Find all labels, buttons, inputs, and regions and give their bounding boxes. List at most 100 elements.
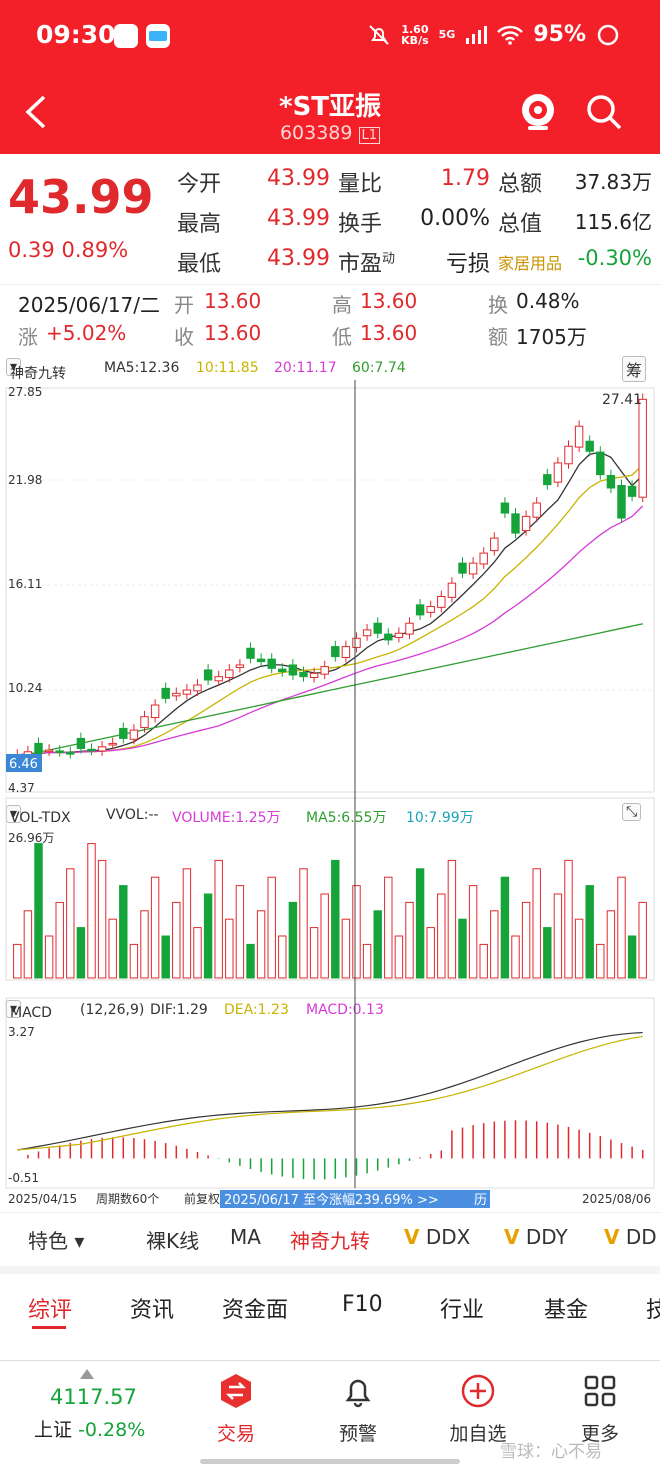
candle-body-15: [172, 692, 181, 697]
low-label: 最低: [177, 252, 222, 277]
dea-line: [17, 1035, 643, 1151]
toolbar-item-dd[interactable]: V DD: [604, 1225, 657, 1249]
back-icon[interactable]: [22, 94, 50, 130]
volume-bar-38: [415, 868, 425, 979]
tab-industry[interactable]: 行业: [440, 1298, 485, 1323]
macd-bars: [27, 1120, 644, 1180]
volume-bar-27: [299, 868, 308, 979]
feature-dropdown[interactable]: 特色 ▾: [28, 1229, 85, 1253]
volume-bar-49: [532, 868, 541, 979]
tab-more[interactable]: 技: [646, 1298, 660, 1323]
candle-body-55: [596, 451, 605, 476]
ma20-line: [17, 505, 644, 756]
kline-chart[interactable]: 27.85 21.98 16.11 10.24 4.37 6.46 27.41 …: [0, 380, 660, 1210]
toolbar-item-ddy[interactable]: V DDY: [504, 1225, 568, 1249]
toolbar-item-ma[interactable]: MA: [230, 1225, 261, 1249]
open-label: 今开: [177, 172, 222, 197]
day-amount-label: 额: [488, 325, 508, 349]
low-value: 43.99: [267, 246, 330, 271]
mascot-icon[interactable]: [518, 90, 558, 132]
volume-bar-21: [235, 885, 245, 979]
toolbar-item-naked-k[interactable]: 裸K线: [146, 1229, 200, 1253]
nav-add-watchlist[interactable]: 加自选: [449, 1423, 507, 1445]
volume-bar-17: [193, 927, 202, 979]
tab-f10[interactable]: F10: [342, 1292, 383, 1317]
candle-body-24: [267, 658, 276, 669]
toolbar-item-nine-turn[interactable]: 神奇九转: [290, 1229, 370, 1253]
tab-overview[interactable]: 综评: [28, 1298, 73, 1323]
nav-trade[interactable]: 交易: [216, 1423, 255, 1445]
open-value: 43.99: [267, 166, 330, 191]
candle-body-58: [627, 485, 637, 497]
net-type: 5G: [438, 28, 456, 41]
candle-body-6: [76, 737, 86, 749]
network-speed: 1.60 KB/s: [401, 22, 429, 47]
pe-label: 市盈动: [338, 251, 396, 277]
day-low-label: 低: [332, 325, 352, 349]
content-tabs: 综评 资讯 资金面 F10 行业 基金 技: [0, 1266, 660, 1330]
vol-indicator-select[interactable]: VOL-TDX ▾: [6, 805, 71, 826]
mute-bell-icon: [369, 24, 389, 45]
volume-bar-28: [309, 927, 319, 979]
panel-border-0: [5, 387, 655, 793]
nav-alert[interactable]: 预警: [338, 1423, 377, 1445]
index-value[interactable]: 4117.57: [50, 1385, 137, 1409]
candle-body-17: [193, 684, 202, 692]
candle-body-44: [479, 552, 488, 565]
volume-bar-47: [511, 935, 520, 979]
trade-icon[interactable]: [218, 1373, 254, 1409]
day-high-label: 高: [332, 293, 352, 317]
index-name[interactable]: 上证 -0.28%: [34, 1419, 146, 1441]
macd-indicator-select[interactable]: MACD ▾: [6, 1000, 52, 1021]
candle-body-29: [320, 666, 329, 675]
gain-banner-bg: [220, 1190, 490, 1208]
candle-body-47: [511, 513, 520, 534]
app-icon-2: [146, 24, 170, 48]
add-watchlist-icon[interactable]: [460, 1373, 496, 1409]
chip-button[interactable]: 筹: [622, 356, 647, 382]
toolbar-item-ddx[interactable]: V DDX: [404, 1225, 471, 1249]
macd-params: (12,26,9): [80, 1002, 145, 1018]
volume-bar-33: [362, 943, 372, 979]
candles: [13, 393, 647, 762]
day-close-label: 收: [174, 325, 194, 349]
tab-capital[interactable]: 资金面: [222, 1298, 289, 1323]
bell-icon[interactable]: [340, 1373, 376, 1409]
candle-body-8: [97, 746, 107, 752]
ma10-legend: 10:11.85: [196, 360, 259, 376]
day-low: 13.60: [360, 321, 418, 345]
high-value: 43.99: [267, 206, 330, 231]
volume-bar-8: [97, 859, 107, 979]
candle-body-21: [235, 664, 245, 668]
sector-name[interactable]: 家居用品: [498, 254, 563, 273]
candle-body-31: [341, 646, 351, 658]
volume-bar-30: [331, 859, 340, 979]
candle-body-38: [415, 604, 425, 616]
volume-bar-7: [87, 843, 96, 979]
nav-more[interactable]: 更多: [580, 1423, 619, 1445]
volume-bar-6: [76, 927, 86, 979]
vol-top-label: 26.96万: [8, 831, 54, 845]
volume-bar-48: [521, 901, 531, 979]
candle-body-2: [34, 742, 43, 754]
tab-news[interactable]: 资讯: [130, 1298, 175, 1323]
gain-banner: 2025/06/17 至今涨幅239.69% >>: [224, 1192, 439, 1208]
current-price: 43.99: [8, 170, 154, 224]
kline-indicator-select[interactable]: 神奇九转 ▾: [6, 358, 66, 382]
candle-body-13: [150, 704, 160, 719]
volume-bar-14: [161, 935, 170, 979]
ma5-line: [17, 451, 644, 756]
dea-legend: DEA:1.23: [224, 1002, 289, 1018]
search-icon[interactable]: [584, 92, 624, 132]
grid-more-icon[interactable]: [582, 1373, 618, 1409]
volume-bar-51: [553, 893, 563, 979]
volume-bar-54: [585, 885, 594, 979]
candle-body-28: [309, 672, 319, 678]
tab-fund[interactable]: 基金: [544, 1298, 589, 1323]
expand-icon[interactable]: ⤡: [622, 803, 642, 821]
vol-legend: VOL-TDX ▾ VVOL:-- VOLUME:1.25万 MA5:6.55万…: [0, 803, 660, 829]
candle-body-56: [606, 474, 616, 489]
price-tick-2: 16.11: [8, 577, 42, 591]
candle-body-51: [553, 462, 563, 483]
start-date-label: 2025/04/15: [8, 1192, 77, 1206]
